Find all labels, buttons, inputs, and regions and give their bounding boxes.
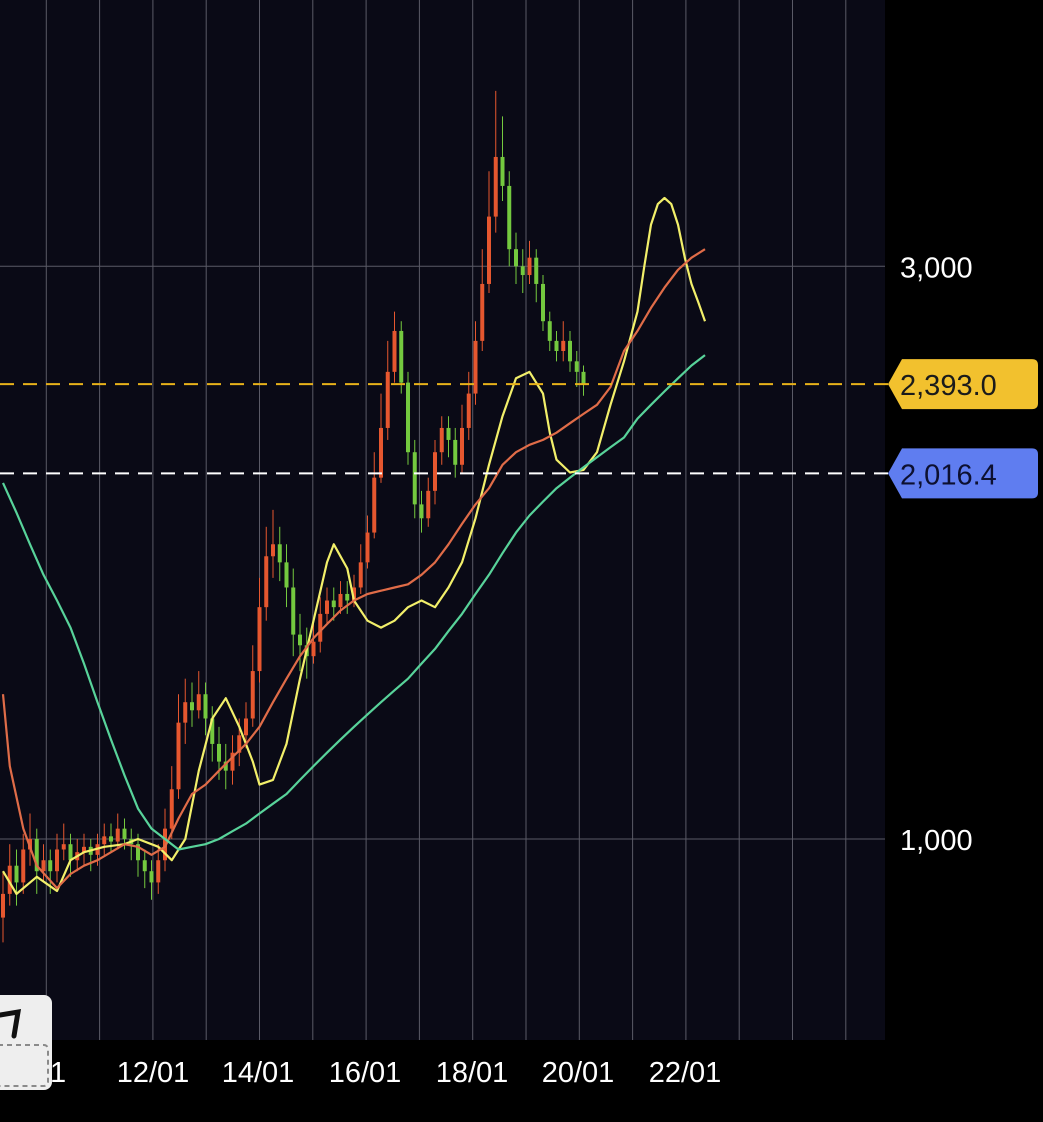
candle xyxy=(433,439,437,505)
candle xyxy=(426,477,431,527)
candle xyxy=(541,275,545,331)
candle xyxy=(527,240,532,284)
candle xyxy=(190,682,194,727)
candle xyxy=(345,581,350,614)
candle xyxy=(257,577,262,683)
candle xyxy=(142,849,147,889)
candle xyxy=(156,844,161,894)
candle xyxy=(284,544,289,608)
candle xyxy=(55,833,59,883)
candle xyxy=(176,694,181,799)
candle xyxy=(507,171,512,267)
candle xyxy=(1,871,5,943)
candle xyxy=(500,116,505,202)
candle xyxy=(109,823,113,853)
grid-lines xyxy=(0,0,885,1040)
plot-background xyxy=(0,0,885,1040)
candle xyxy=(338,581,343,614)
candle xyxy=(480,249,485,351)
candle xyxy=(473,321,478,405)
candle xyxy=(203,682,208,736)
candle xyxy=(574,350,579,387)
price-marker: 2,393.0 xyxy=(0,359,1038,410)
candle xyxy=(460,404,464,473)
crosshair-handle[interactable] xyxy=(0,995,52,1090)
candle xyxy=(244,702,248,749)
candle xyxy=(230,735,235,785)
candle xyxy=(14,849,19,906)
candle xyxy=(223,743,228,790)
candle xyxy=(379,393,383,483)
price-markers: 2,393.0 2,016.4 xyxy=(0,359,1038,499)
candle xyxy=(399,321,404,394)
candle xyxy=(136,833,140,877)
candle xyxy=(493,90,498,233)
x-tick-label: 14/01 xyxy=(222,1057,295,1089)
moving-average-line xyxy=(1,248,706,890)
y-tick-label: 3,000 xyxy=(900,252,973,284)
y-tick-label: 1,000 xyxy=(900,825,973,857)
x-tick-label: 12/01 xyxy=(117,1057,190,1089)
candle xyxy=(264,526,269,621)
candle xyxy=(372,452,377,539)
candle xyxy=(419,490,424,533)
candle xyxy=(439,416,444,465)
candle xyxy=(82,833,86,866)
moving-average-line xyxy=(2,196,707,895)
candle xyxy=(115,813,120,850)
candle xyxy=(325,587,329,625)
y-axis-labels: 1,000 3,000 xyxy=(900,252,973,857)
candle xyxy=(196,671,201,719)
candle xyxy=(298,613,302,672)
x-tick-label: 20/01 xyxy=(542,1057,615,1089)
candle xyxy=(392,311,397,383)
candle xyxy=(561,321,566,362)
candle xyxy=(68,833,73,877)
candle xyxy=(412,439,417,519)
candle xyxy=(102,823,107,855)
candle xyxy=(446,416,451,458)
candle xyxy=(554,330,559,362)
candle xyxy=(365,515,370,569)
candle xyxy=(250,645,255,727)
candle xyxy=(331,587,336,621)
candle xyxy=(149,860,154,900)
candle xyxy=(453,427,458,478)
candle xyxy=(487,171,491,294)
candle xyxy=(514,232,518,284)
candle xyxy=(34,828,39,894)
candle xyxy=(568,330,572,372)
candle xyxy=(183,678,188,744)
candle xyxy=(21,833,26,894)
candle xyxy=(277,526,282,582)
candle xyxy=(291,568,296,657)
x-tick-label: 22/01 xyxy=(649,1057,722,1089)
candle xyxy=(311,620,316,664)
price-marker: 2,016.4 xyxy=(0,448,1038,499)
candle xyxy=(520,249,525,294)
candle xyxy=(169,766,174,839)
candle xyxy=(581,365,586,396)
x-tick-label: 18/01 xyxy=(436,1057,509,1089)
candle xyxy=(271,509,275,578)
candle xyxy=(41,844,46,883)
candle xyxy=(385,340,390,440)
candle xyxy=(406,371,410,465)
price-marker-label: 2,393.0 xyxy=(900,370,997,402)
candle xyxy=(358,544,363,594)
moving-average-lines xyxy=(1,196,707,895)
candle xyxy=(547,311,552,351)
candle xyxy=(7,844,12,906)
price-marker-label: 2,016.4 xyxy=(900,459,997,491)
candle xyxy=(210,706,215,762)
candle xyxy=(61,823,66,861)
moving-average-line xyxy=(1,354,706,851)
x-tick-label: 16/01 xyxy=(329,1057,402,1089)
candle xyxy=(534,249,539,303)
candle xyxy=(318,597,323,653)
